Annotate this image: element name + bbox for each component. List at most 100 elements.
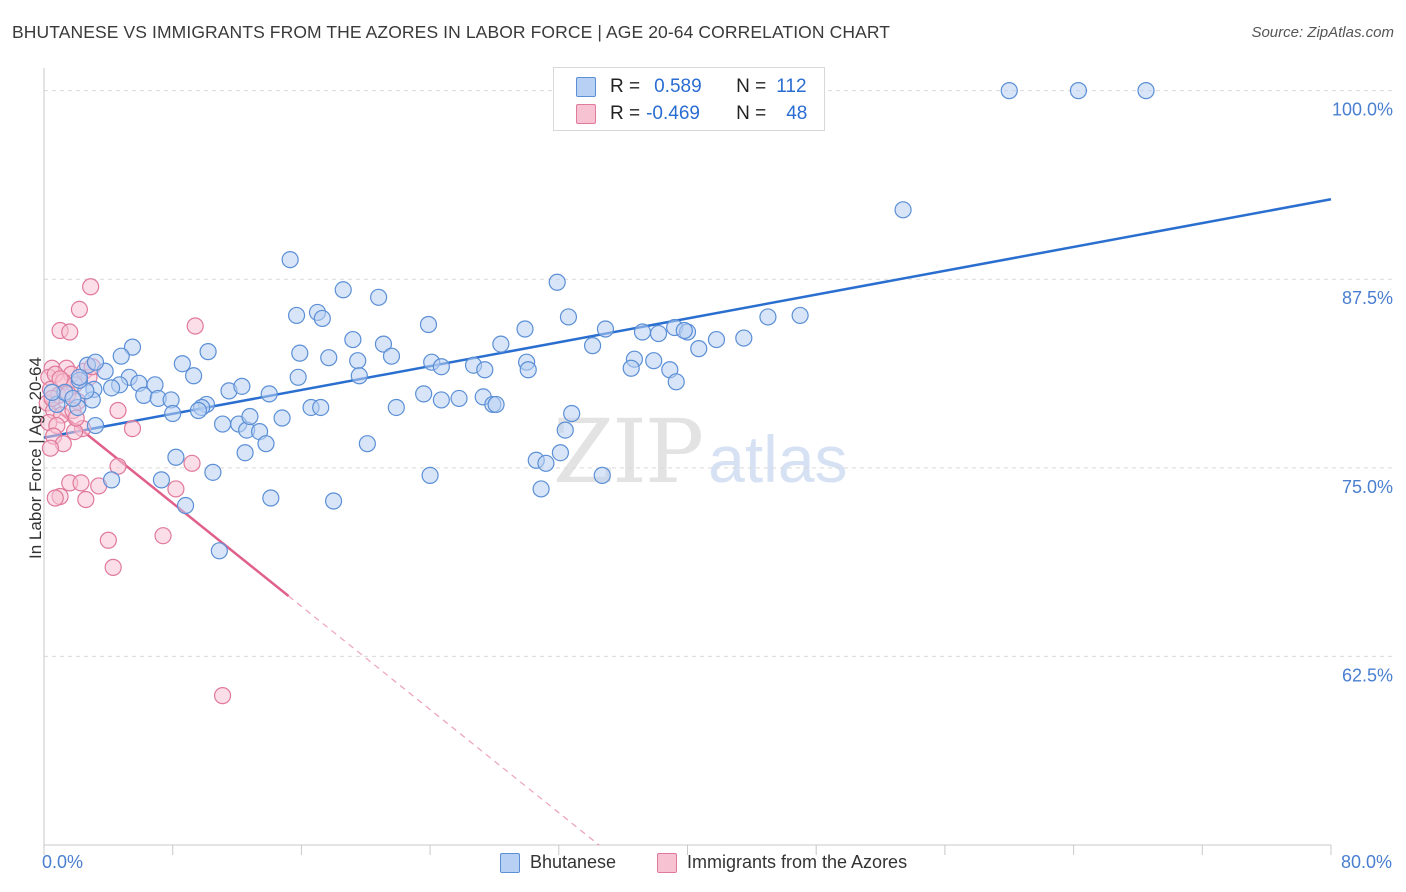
stats-n-value: 112 xyxy=(776,76,807,97)
bhutanese-point xyxy=(1000,82,1018,100)
bhutanese-point xyxy=(64,389,82,408)
azores-point xyxy=(72,474,90,492)
chart-source: Source: ZipAtlas.com xyxy=(1251,24,1394,41)
bhutanese-point xyxy=(419,315,438,334)
x-axis-min-label: 0.0% xyxy=(42,852,84,872)
bhutanese-point xyxy=(690,340,708,358)
azores-point xyxy=(183,454,201,472)
bhutanese-point xyxy=(135,386,153,404)
bhutanese-point xyxy=(583,337,602,355)
chart-legend: Bhutanese Immigrants from the Azores xyxy=(0,852,1406,878)
bhutanese-point xyxy=(667,373,685,391)
bhutanese-point xyxy=(344,330,362,349)
stats-n-label: N = xyxy=(736,76,767,97)
stats-swatch-bhutanese xyxy=(576,77,596,97)
y-tick-label: 87.5% xyxy=(1342,288,1393,308)
bhutanese-point xyxy=(649,324,668,343)
stats-r-label: R = xyxy=(610,76,641,97)
bhutanese-point xyxy=(287,306,306,325)
bhutanese-point xyxy=(102,471,121,489)
azores-point xyxy=(186,317,204,335)
stats-n-label: N = xyxy=(736,103,767,124)
azores-point xyxy=(46,489,64,507)
bhutanese-point xyxy=(291,344,309,362)
bhutanese-point xyxy=(382,347,401,365)
y-axis-title: In Labor Force | Age 20-64 xyxy=(26,357,45,559)
stats-row-bhutanese: R = 0.589 N = 112 xyxy=(576,74,807,100)
bhutanese-point xyxy=(204,463,222,481)
bhutanese-point xyxy=(516,320,534,338)
bhutanese-point xyxy=(532,480,550,498)
legend-swatch-azores xyxy=(657,852,677,873)
y-tick-labels: 100.0% 87.5% 75.0% 62.5% xyxy=(1332,100,1393,686)
azores-point xyxy=(109,401,127,420)
bhutanese-point xyxy=(548,273,566,291)
bhutanese-point xyxy=(556,421,574,439)
bhutanese-point xyxy=(86,353,105,371)
azores-point xyxy=(61,323,79,341)
watermark: ZIPatlas xyxy=(553,400,848,503)
azores-point xyxy=(99,531,117,549)
bhutanese-point xyxy=(551,444,570,462)
bhutanese-point xyxy=(450,389,468,408)
trend-lines xyxy=(43,198,1332,846)
azores-point xyxy=(104,558,122,576)
correlation-stats-box: R = 0.589 N = 112 R = -0.469 N = 48 xyxy=(553,67,825,131)
bhutanese-point xyxy=(152,471,171,489)
legend-item-bhutanese: Bhutanese xyxy=(500,852,616,873)
bhutanese-point xyxy=(241,407,259,426)
bhutanese-point xyxy=(559,308,578,326)
bhutanese-point xyxy=(289,368,307,386)
bhutanese-point xyxy=(894,201,912,219)
legend-label-azores: Immigrants from the Azores xyxy=(687,852,908,872)
bhutanese-point xyxy=(387,398,405,417)
bhutanese-point xyxy=(262,489,280,507)
y-tick-label: 75.0% xyxy=(1342,477,1393,497)
grid-lines xyxy=(44,90,1396,657)
bhutanese-point xyxy=(349,352,367,370)
bhutanese-point xyxy=(213,415,232,433)
azores-point xyxy=(70,300,88,318)
stats-r-value: -0.469 xyxy=(646,103,700,124)
bhutanese-point xyxy=(735,329,753,347)
bhutanese-point xyxy=(432,391,450,409)
legend-label-bhutanese: Bhutanese xyxy=(530,852,617,872)
bhutanese-point xyxy=(164,404,182,423)
stats-n-value: 48 xyxy=(786,103,808,124)
bhutanese-point xyxy=(70,368,88,386)
bhutanese-point xyxy=(492,335,510,353)
bhutanese-point xyxy=(374,335,393,353)
y-tick-label: 62.5% xyxy=(1342,665,1393,685)
bhutanese-point xyxy=(596,320,615,338)
bhutanese-point xyxy=(320,349,338,367)
bhutanese-trend-line xyxy=(43,198,1332,439)
bhutanese-point xyxy=(1069,82,1088,100)
bhutanese-point xyxy=(1137,82,1155,100)
bhutanese-point xyxy=(173,355,191,373)
bhutanese-point xyxy=(350,367,368,385)
stats-r-label: R = xyxy=(610,103,641,124)
bhutanese-point xyxy=(112,347,130,365)
bhutanese-point xyxy=(645,352,663,370)
bhutanese-point xyxy=(176,496,195,515)
bhutanese-point xyxy=(43,383,61,401)
bhutanese-point xyxy=(273,409,291,427)
bhutanese-point xyxy=(86,416,105,435)
bhutanese-point xyxy=(633,323,652,341)
bhutanese-point xyxy=(313,309,331,328)
bhutanese-point xyxy=(421,466,439,484)
bhutanese-point xyxy=(675,321,693,340)
bhutanese-point xyxy=(199,343,217,361)
axes xyxy=(43,68,1332,855)
bhutanese-point xyxy=(487,395,505,414)
bhutanese-point xyxy=(260,385,278,403)
bhutanese-point xyxy=(707,330,726,349)
azores-point xyxy=(213,687,232,705)
bhutanese-point xyxy=(370,288,388,306)
bhutanese-point xyxy=(537,454,555,472)
azores-point xyxy=(123,419,142,438)
watermark-atlas: atlas xyxy=(708,422,848,496)
bhutanese-point xyxy=(167,448,185,466)
azores-point xyxy=(154,527,172,545)
